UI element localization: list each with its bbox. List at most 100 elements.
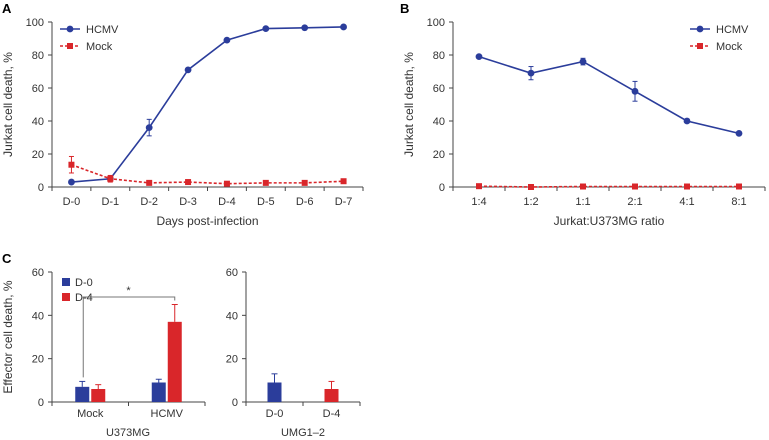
data-point-mock bbox=[107, 175, 114, 182]
data-point-mock bbox=[528, 184, 534, 190]
legend-label-mock: Mock bbox=[716, 41, 743, 53]
data-point-hcmv bbox=[735, 129, 743, 137]
data-point-mock bbox=[340, 178, 347, 185]
x-tick-label: 2:1 bbox=[627, 196, 642, 208]
y-tick-label: 40 bbox=[226, 310, 238, 322]
legend-label-hcmv: HCMV bbox=[716, 24, 749, 36]
legend-marker-hcmv bbox=[696, 25, 704, 33]
legend-swatch-d-0 bbox=[62, 278, 70, 286]
panel-letter-c: C bbox=[2, 251, 12, 266]
x-tick-label: D-4 bbox=[323, 408, 341, 420]
bar-d-0 bbox=[151, 382, 166, 402]
x-tick-label: D-5 bbox=[257, 196, 275, 208]
bar-d-4 bbox=[91, 389, 106, 402]
bar-d-4 bbox=[167, 321, 182, 402]
x-tick-label: HCMV bbox=[151, 408, 184, 420]
data-point-mock bbox=[262, 179, 269, 186]
legend-marker-mock bbox=[697, 43, 703, 49]
data-point-hcmv bbox=[340, 23, 347, 31]
x-tick-label: D-2 bbox=[140, 196, 158, 208]
legend-label-d-4: D-4 bbox=[75, 292, 93, 304]
y-axis-title: Effector cell death, % bbox=[1, 280, 15, 394]
data-point-mock bbox=[301, 179, 308, 186]
y-tick-label: 60 bbox=[32, 267, 44, 279]
x-axis-title: Jurkat:U373MG ratio bbox=[554, 214, 665, 228]
y-axis-title: Jurkat cell death, % bbox=[402, 52, 416, 157]
legend-swatch-d-4 bbox=[62, 293, 70, 301]
data-point-hcmv bbox=[145, 124, 153, 131]
bar-d-4 bbox=[324, 389, 339, 402]
legend-label-d-0: D-0 bbox=[75, 277, 93, 289]
legend-marker-mock bbox=[67, 43, 73, 49]
group-label: UMG1–2 bbox=[281, 427, 325, 439]
y-tick-label: 60 bbox=[433, 83, 445, 95]
data-point-mock bbox=[476, 183, 482, 190]
x-tick-label: D-6 bbox=[296, 196, 314, 208]
panel-c-chart: Effector cell death, % 0 20 40 60 Mock HCMVU37… bbox=[1, 267, 361, 439]
x-tick-label: Mock bbox=[77, 408, 104, 420]
y-tick-label: 80 bbox=[433, 50, 445, 62]
data-point-mock bbox=[223, 180, 230, 187]
y-tick-label: 0 bbox=[38, 397, 44, 409]
data-point-hcmv bbox=[184, 66, 192, 74]
panel-letter-a: A bbox=[2, 1, 12, 16]
y-tick-label: 100 bbox=[427, 17, 445, 29]
x-tick-label: D-4 bbox=[218, 196, 236, 208]
x-axis-title: Days post-infection bbox=[156, 214, 258, 228]
data-point-hcmv bbox=[475, 53, 483, 61]
data-point-hcmv bbox=[579, 58, 587, 65]
data-point-hcmv bbox=[683, 117, 691, 125]
x-tick-label: 4:1 bbox=[679, 196, 694, 208]
y-tick-label: 40 bbox=[433, 116, 445, 128]
y-tick-label: 40 bbox=[32, 116, 44, 128]
data-point-mock bbox=[684, 183, 690, 190]
data-point-mock bbox=[736, 183, 742, 190]
data-point-hcmv bbox=[527, 69, 535, 77]
y-tick-label: 20 bbox=[32, 354, 44, 366]
panel-a-chart: 0 20 40 60 80 100 D-0 D-1 D-2 D-3 D-4 D-5 D-6 D-7 Days… bbox=[1, 17, 364, 228]
bar-d-0 bbox=[75, 386, 90, 402]
y-tick-label: 0 bbox=[439, 182, 445, 194]
data-point-mock bbox=[68, 161, 75, 168]
significance-bracket bbox=[82, 296, 176, 378]
legend-label-mock: Mock bbox=[86, 41, 113, 53]
data-point-hcmv bbox=[68, 178, 75, 186]
legend-label-hcmv: HCMV bbox=[86, 24, 119, 36]
y-tick-label: 0 bbox=[38, 182, 44, 194]
data-point-mock bbox=[632, 183, 638, 190]
y-tick-label: 0 bbox=[232, 397, 238, 409]
series-line-hcmv bbox=[478, 55, 740, 135]
data-point-hcmv bbox=[631, 87, 639, 95]
legend-marker-hcmv bbox=[66, 25, 74, 33]
x-tick-label: D-0 bbox=[63, 196, 81, 208]
data-point-mock bbox=[580, 183, 586, 190]
y-tick-label: 20 bbox=[32, 149, 44, 161]
significance-star: * bbox=[126, 285, 131, 297]
y-tick-label: 20 bbox=[433, 149, 445, 161]
y-tick-label: 40 bbox=[32, 310, 44, 322]
y-axis-title: Jurkat cell death, % bbox=[1, 52, 15, 157]
data-point-hcmv bbox=[223, 36, 231, 44]
y-tick-label: 60 bbox=[226, 267, 238, 279]
x-tick-label: D-0 bbox=[266, 408, 284, 420]
panel-letter-b: B bbox=[400, 1, 409, 16]
x-tick-label: D-3 bbox=[179, 196, 197, 208]
series-line-mock bbox=[71, 163, 344, 185]
y-tick-label: 20 bbox=[226, 354, 238, 366]
panel-b-chart: 0 20 40 60 80 100 1:4 1:2 1:1 2:1 4:1 8:1 Jurkat:U37… bbox=[402, 17, 766, 228]
x-tick-label: 1:1 bbox=[575, 196, 590, 208]
data-point-hcmv bbox=[301, 24, 309, 32]
group-label: U373MG bbox=[106, 427, 150, 439]
y-tick-label: 80 bbox=[32, 50, 44, 62]
data-point-mock bbox=[146, 179, 153, 186]
data-point-hcmv bbox=[262, 25, 270, 32]
y-tick-label: 60 bbox=[32, 83, 44, 95]
x-tick-label: 8:1 bbox=[731, 196, 746, 208]
x-tick-label: 1:4 bbox=[471, 196, 486, 208]
x-tick-label: D-7 bbox=[335, 196, 353, 208]
x-tick-label: 1:2 bbox=[523, 196, 538, 208]
series-line-hcmv bbox=[71, 26, 344, 183]
x-tick-label: D-1 bbox=[101, 196, 119, 208]
y-tick-label: 100 bbox=[26, 17, 44, 29]
